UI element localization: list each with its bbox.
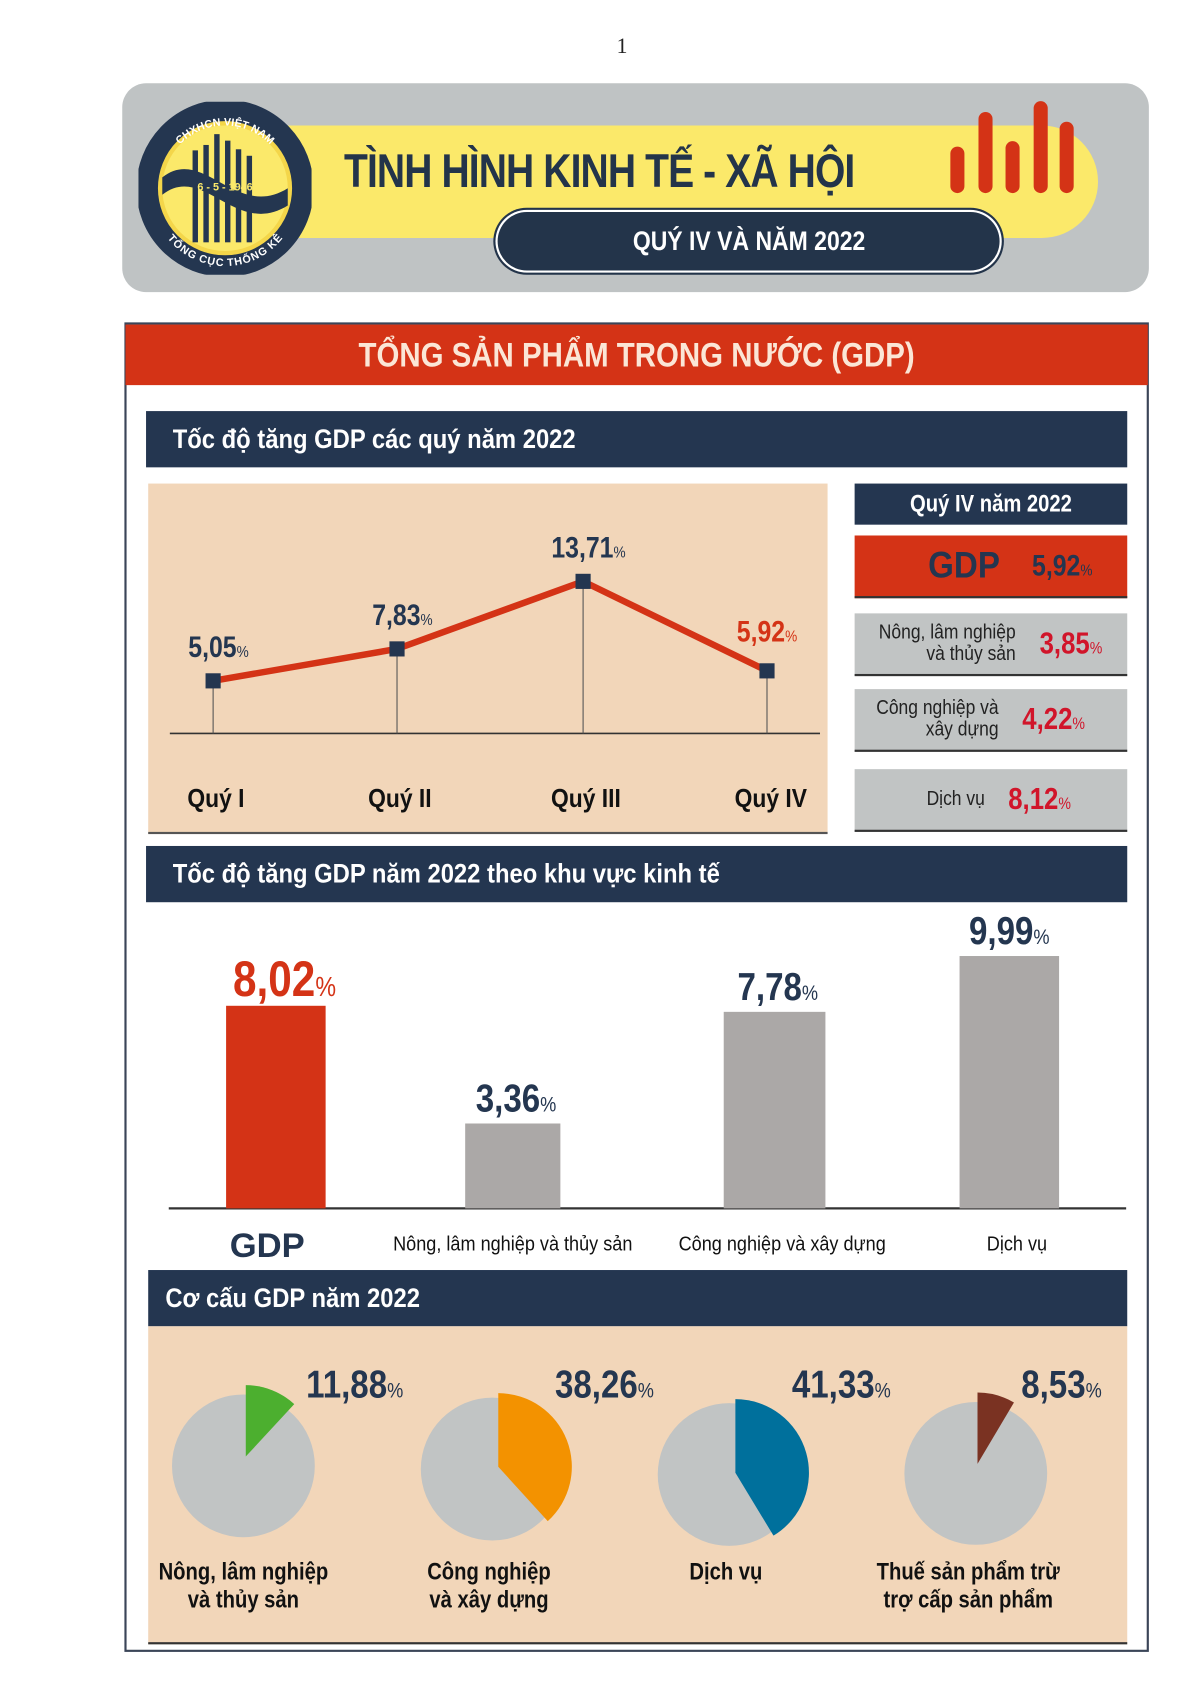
bar [723, 1011, 826, 1209]
pie-value-label: 11,88% [306, 1362, 403, 1406]
period-badge: QUÝ IV VÀ NĂM 2022 [497, 212, 1000, 271]
x-tick-label: GDP [230, 1227, 305, 1265]
pie-slice [498, 1393, 572, 1522]
data-label: 5,92% [737, 615, 797, 648]
gso-logo: 6 - 5 - 1946 CHXHCN VIỆT NAM TỔNG CỤC TH… [138, 101, 312, 275]
pie-category-label: Nông, lâm nghiệp [159, 1558, 329, 1585]
quarterly-heading-bar: Tốc độ tăng GDP các quý năm 2022 [146, 411, 1128, 468]
data-label: 3,36% [476, 1076, 557, 1120]
q4-gdp-card: GDP 5,92% [854, 535, 1128, 599]
pie-slice [245, 1385, 295, 1457]
pie-base [172, 1394, 315, 1538]
bar [959, 956, 1060, 1209]
pie-value-label: 8,53% [1021, 1362, 1102, 1406]
pie-value-label: 38,26% [555, 1362, 654, 1406]
x-tick-label: Quý IV [735, 785, 808, 814]
q4-gdp-value: 5,92% [1031, 549, 1093, 582]
page-title: TÌNH HÌNH KINH TẾ - XÃ HỘI [344, 144, 855, 198]
q4-sector-card: Nông, lâm nghiệp và thủy sản 3,85% [854, 613, 1128, 677]
bar [226, 1005, 326, 1209]
q4-sector-value: 3,85% [1039, 626, 1103, 660]
page-number: 1 [616, 34, 628, 59]
q4-sector-label: Công nghiệp và xây dựng [876, 696, 999, 742]
q4-gdp-label: GDP [928, 544, 1000, 586]
data-point [205, 673, 221, 689]
pie-category-label: Dịch vụ [689, 1558, 762, 1585]
sector-bar-chart: 8,02% GDP 3,36% Nông, lâm nghiệp và thủy sả… [168, 909, 1127, 1265]
data-label: 7,83% [372, 598, 432, 631]
q4-panel-title: Quý IV năm 2022 [909, 490, 1072, 518]
data-point [389, 641, 405, 657]
x-tick-label: Quý II [368, 785, 431, 814]
pie-category-label: Thuế sản phẩm trừ [877, 1558, 1060, 1585]
q4-sector-card: Dịch vụ 8,12% [854, 769, 1128, 832]
q4-sector-label: Nông, lâm nghiệp và thủy sản [878, 620, 1016, 666]
pie-category-label: Công nghiệp [427, 1558, 551, 1585]
x-tick-label: Dịch vụ [987, 1233, 1047, 1256]
structure-heading-bar: Cơ cấu GDP năm 2022 [148, 1270, 1128, 1327]
structure-heading: Cơ cấu GDP năm 2022 [165, 1282, 420, 1313]
svg-text:6 - 5 - 1946: 6 - 5 - 1946 [197, 181, 252, 193]
quarterly-heading: Tốc độ tăng GDP các quý năm 2022 [172, 423, 576, 454]
data-label: 7,78% [738, 964, 819, 1008]
data-label: 13,71% [551, 531, 625, 564]
data-label: 8,02% [233, 951, 336, 1007]
x-tick-label: Nông, lâm nghiệp và thủy sản [393, 1233, 632, 1256]
pie-slice [977, 1392, 1014, 1464]
line-chart-panel [148, 483, 828, 835]
pie-slice [735, 1399, 809, 1536]
q4-sector-label: Dịch vụ [926, 787, 985, 811]
pie-category-label: trợ cấp sản phẩm [883, 1586, 1052, 1613]
sector-heading-bar: Tốc độ tăng GDP năm 2022 theo khu vực ki… [146, 845, 1128, 903]
q4-sector-value: 4,22% [1022, 702, 1086, 736]
gdp-line [212, 577, 769, 685]
pie-base [904, 1402, 1048, 1545]
quarterly-line-chart: 5,05% Quý I 7,83% Quý II 13,71% Quý III 5,92% Q… [169, 531, 821, 814]
x-tick-label: Quý III [551, 785, 621, 814]
bar [465, 1123, 561, 1209]
section-title-bar: TỔNG SẢN PHẨM TRONG NƯỚC (GDP) [125, 324, 1148, 386]
period-text: QUÝ IV VÀ NĂM 2022 [632, 225, 865, 256]
data-label: 9,99% [969, 909, 1050, 953]
q4-sector-card: Công nghiệp và xây dựng 4,22% [854, 689, 1128, 752]
q4-panel-title-bar: Quý IV năm 2022 [854, 483, 1128, 525]
pie-value-label: 41,33% [792, 1362, 891, 1406]
section-title: TỔNG SẢN PHẨM TRONG NƯỚC (GDP) [358, 334, 915, 374]
data-point [759, 663, 775, 679]
bar-chart-icon [950, 101, 1074, 194]
q4-sector-value: 8,12% [1008, 782, 1071, 816]
pie-category-label: và thủy sản [188, 1586, 299, 1613]
x-tick-label: Công nghiệp và xây dựng [679, 1233, 886, 1256]
data-label: 5,05% [188, 630, 248, 663]
pie-category-label: và xây dựng [429, 1586, 548, 1613]
content-frame [124, 322, 1149, 1652]
x-tick-label: Quý I [187, 785, 244, 814]
sector-heading: Tốc độ tăng GDP năm 2022 theo khu vực ki… [172, 858, 720, 889]
data-point [575, 573, 591, 589]
